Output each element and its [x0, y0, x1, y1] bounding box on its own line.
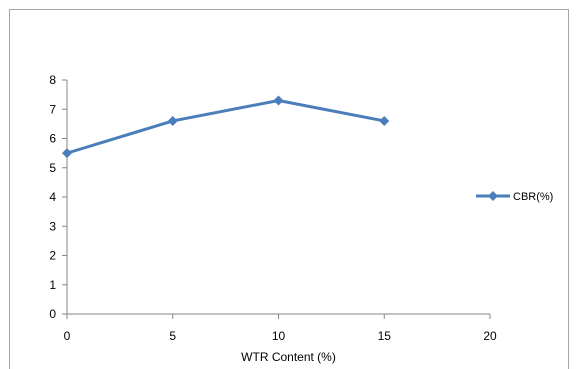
- data-point-marker: [167, 115, 178, 126]
- series-line-cbr: [66, 98, 385, 155]
- y-tick-label: 8: [49, 73, 56, 87]
- y-tick-label: 7: [49, 102, 56, 116]
- legend-diamond-marker: [488, 191, 498, 201]
- series-group: [62, 95, 390, 159]
- data-point-marker: [273, 95, 284, 106]
- x-tick-label: 5: [169, 329, 176, 343]
- y-tick-label: 0: [49, 307, 56, 321]
- axes: [62, 79, 491, 319]
- y-tick-label: 2: [49, 249, 56, 263]
- legend-label-cbr: CBR(%): [513, 191, 553, 203]
- y-tick-label: 6: [49, 132, 56, 146]
- x-tick-labels: 0 5 10 15 20: [64, 329, 497, 343]
- y-tick-label: 4: [49, 190, 56, 204]
- y-tick-label: 3: [49, 219, 56, 233]
- x-tick-label: 20: [483, 329, 497, 343]
- x-tick-label: 0: [64, 329, 71, 343]
- x-tick-label: 10: [272, 329, 286, 343]
- y-tick-label: 1: [49, 278, 56, 292]
- y-tick-labels: 0 1 2 3 4 5 6 7 8: [49, 73, 56, 321]
- legend: CBR(%): [476, 191, 553, 203]
- chart-frame: [9, 9, 569, 369]
- x-tick-label: 15: [378, 329, 392, 343]
- data-point-marker: [379, 115, 390, 126]
- y-tick-label: 5: [49, 161, 56, 175]
- data-point-marker: [62, 148, 72, 159]
- x-axis-title: WTR Content (%): [241, 350, 336, 364]
